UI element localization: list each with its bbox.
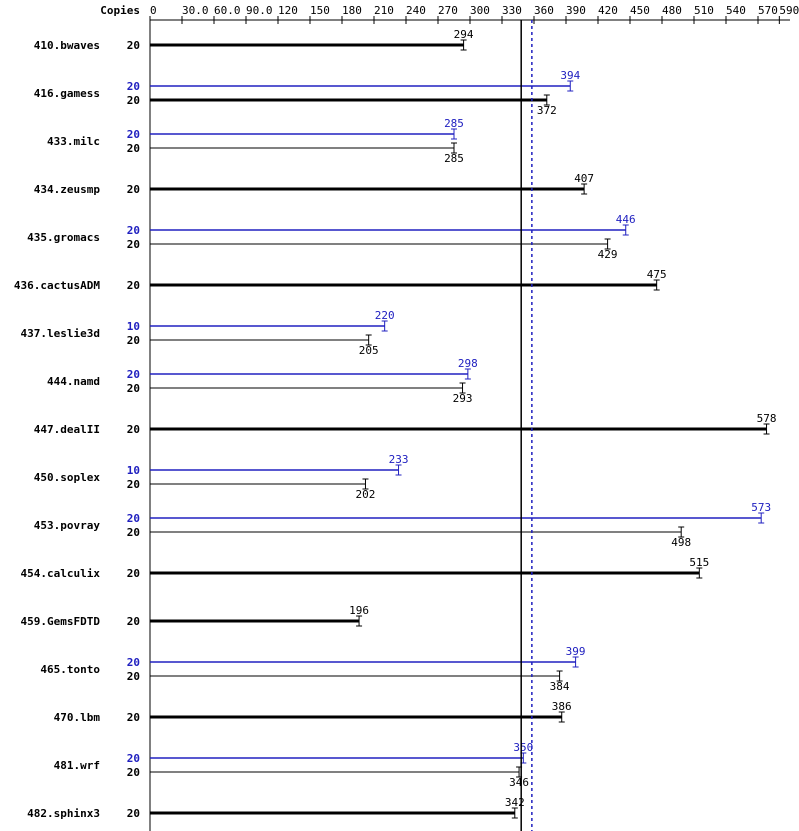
- x-tick-label: 360: [534, 4, 554, 17]
- peak-value-label: 350: [513, 741, 533, 754]
- base-copies-label: 20: [127, 423, 140, 436]
- base-value-label: 498: [671, 536, 691, 549]
- peak-value-label: 233: [389, 453, 409, 466]
- peak-copies-label: 20: [127, 656, 140, 669]
- base-copies-label: 20: [127, 526, 140, 539]
- peak-value-label: 220: [375, 309, 395, 322]
- base-copies-label: 20: [127, 39, 140, 52]
- benchmark-label: 465.tonto: [40, 663, 100, 676]
- benchmark-label: 454.calculix: [21, 567, 101, 580]
- x-tick-label: 590: [779, 4, 799, 17]
- x-tick-label: 150: [310, 4, 330, 17]
- base-copies-label: 20: [127, 670, 140, 683]
- benchmark-label: 450.soplex: [34, 471, 101, 484]
- base-copies-label: 20: [127, 142, 140, 155]
- peak-copies-label: 20: [127, 224, 140, 237]
- base-value-label: 386: [552, 700, 572, 713]
- x-tick-label: 330: [502, 4, 522, 17]
- x-tick-label: 480: [662, 4, 682, 17]
- base-value-label: 294: [454, 28, 474, 41]
- base-copies-label: 20: [127, 766, 140, 779]
- benchmark-label: 470.lbm: [54, 711, 101, 724]
- peak-copies-label: 20: [127, 80, 140, 93]
- benchmark-label: 482.sphinx3: [27, 807, 100, 820]
- base-copies-label: 20: [127, 279, 140, 292]
- peak-copies-label: 20: [127, 512, 140, 525]
- peak-copies-label: 10: [127, 464, 140, 477]
- x-tick-label: 300: [470, 4, 490, 17]
- x-tick-label: 420: [598, 4, 618, 17]
- benchmark-label: 416.gamess: [34, 87, 100, 100]
- base-copies-label: 20: [127, 334, 140, 347]
- benchmark-label: 436.cactusADM: [14, 279, 100, 292]
- x-tick-label: 210: [374, 4, 394, 17]
- base-value-label: 293: [453, 392, 473, 405]
- x-tick-label: 390: [566, 4, 586, 17]
- peak-value-label: 573: [751, 501, 771, 514]
- benchmark-label: 444.namd: [47, 375, 100, 388]
- x-tick-label: 510: [694, 4, 714, 17]
- benchmark-label: 433.milc: [47, 135, 100, 148]
- x-tick-label: 180: [342, 4, 362, 17]
- base-copies-label: 20: [127, 94, 140, 107]
- benchmark-label: 447.dealII: [34, 423, 100, 436]
- base-value-label: 384: [550, 680, 570, 693]
- base-value-label: 285: [444, 152, 464, 165]
- base-copies-label: 20: [127, 382, 140, 395]
- x-tick-label: 570: [758, 4, 778, 17]
- x-tick-label: 30.0: [182, 4, 209, 17]
- peak-value-label: 285: [444, 117, 464, 130]
- x-tick-label: 0: [150, 4, 157, 17]
- x-tick-label: 270: [438, 4, 458, 17]
- base-value-label: 475: [647, 268, 667, 281]
- x-tick-label: 60.0: [214, 4, 241, 17]
- peak-value-label: 298: [458, 357, 478, 370]
- x-tick-label: 120: [278, 4, 298, 17]
- x-tick-label: 450: [630, 4, 650, 17]
- chart-container: 0 30.0 60.0 90.0 120 150 180 210 240 270 300 330 360…: [0, 0, 799, 831]
- peak-copies-label: 20: [127, 128, 140, 141]
- benchmark-chart: 0 30.0 60.0 90.0 120 150 180 210 240 270 300 330 360…: [0, 0, 799, 831]
- base-value-label: 515: [689, 556, 709, 569]
- base-copies-label: 20: [127, 807, 140, 820]
- x-tick-label: 90.0: [246, 4, 273, 17]
- base-value-label: 407: [574, 172, 594, 185]
- base-copies-label: 20: [127, 567, 140, 580]
- base-value-label: 346: [509, 776, 529, 789]
- base-copies-label: 20: [127, 238, 140, 251]
- base-copies-label: 20: [127, 183, 140, 196]
- base-value-label: 205: [359, 344, 379, 357]
- peak-value-label: 399: [566, 645, 586, 658]
- benchmark-label: 453.povray: [34, 519, 101, 532]
- benchmark-label: 434.zeusmp: [34, 183, 101, 196]
- benchmark-label: 437.leslie3d: [21, 327, 100, 340]
- benchmark-label: 459.GemsFDTD: [21, 615, 101, 628]
- peak-copies-label: 20: [127, 752, 140, 765]
- peak-copies-label: 10: [127, 320, 140, 333]
- copies-header: Copies: [100, 4, 140, 17]
- benchmark-label: 410.bwaves: [34, 39, 100, 52]
- x-tick-label: 540: [726, 4, 746, 17]
- base-value-label: 196: [349, 604, 369, 617]
- base-value-label: 202: [356, 488, 376, 501]
- peak-value-label: 394: [560, 69, 580, 82]
- peak-copies-label: 20: [127, 368, 140, 381]
- base-value-label: 429: [598, 248, 618, 261]
- peak-value-label: 446: [616, 213, 636, 226]
- x-tick-label: 240: [406, 4, 426, 17]
- base-copies-label: 20: [127, 615, 140, 628]
- base-value-label: 372: [537, 104, 557, 117]
- benchmark-label: 481.wrf: [54, 759, 100, 772]
- base-copies-label: 20: [127, 711, 140, 724]
- benchmark-label: 435.gromacs: [27, 231, 100, 244]
- base-value-label: 578: [757, 412, 777, 425]
- base-copies-label: 20: [127, 478, 140, 491]
